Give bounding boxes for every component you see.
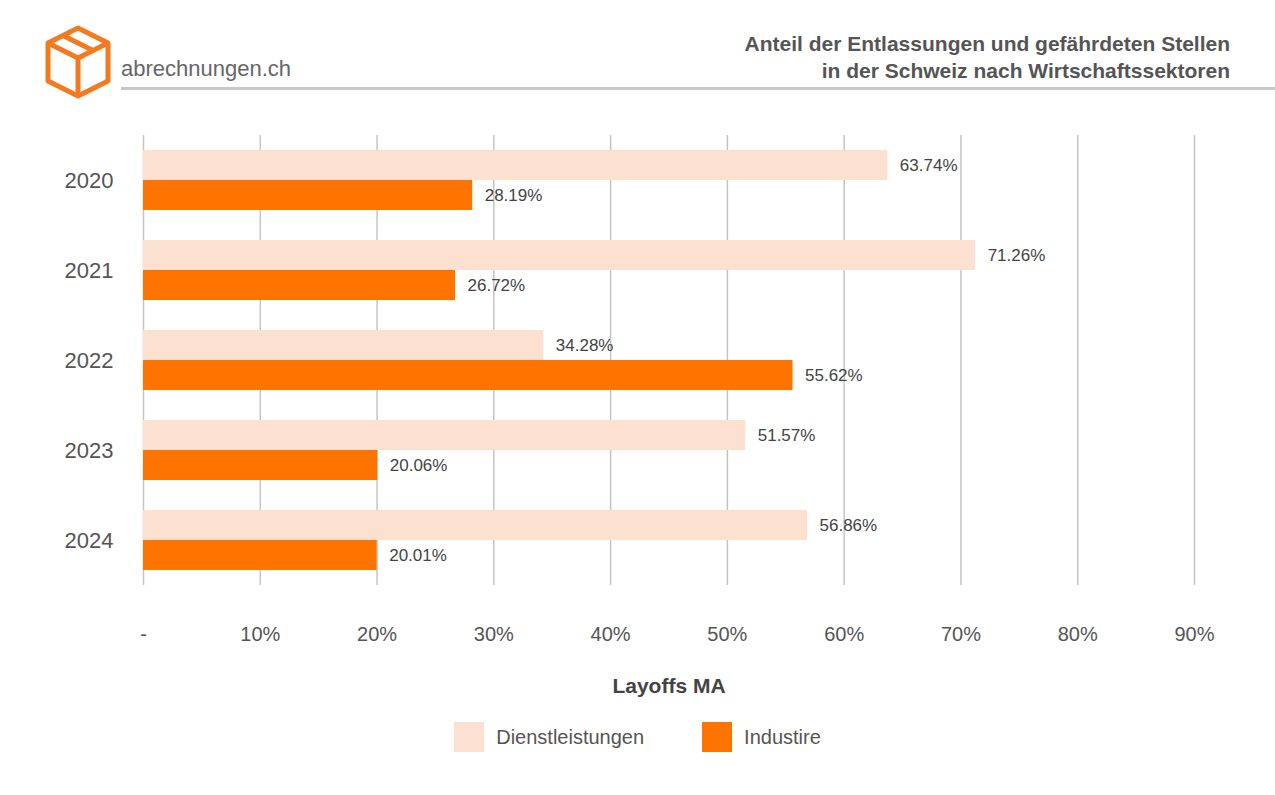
svg-text:-: - — [140, 623, 147, 645]
svg-text:2020: 2020 — [65, 168, 114, 193]
svg-text:80%: 80% — [1058, 623, 1098, 645]
svg-text:56.86%: 56.86% — [819, 516, 877, 535]
svg-text:90%: 90% — [1174, 623, 1214, 645]
svg-text:10%: 10% — [240, 623, 280, 645]
svg-text:40%: 40% — [591, 623, 631, 645]
svg-text:50%: 50% — [707, 623, 747, 645]
svg-text:71.26%: 71.26% — [988, 246, 1046, 265]
html-text:Anteil der Entlassungen und ge: Anteil der Entlassungen und gefährdeten … — [744, 32, 1230, 82]
svg-text:51.57%: 51.57% — [758, 426, 816, 445]
svg-text:Layoffs MA: Layoffs MA — [612, 674, 725, 697]
svg-text:30%: 30% — [474, 623, 514, 645]
svg-text:20.01%: 20.01% — [389, 546, 447, 565]
svg-text:60%: 60% — [824, 623, 864, 645]
svg-text:55.62%: 55.62% — [805, 366, 863, 385]
html-text:abrechnungen.ch: abrechnungen.ch — [121, 56, 291, 81]
svg-text:2023: 2023 — [65, 438, 114, 463]
svg-text:63.74%: 63.74% — [900, 156, 958, 175]
svg-text:2024: 2024 — [65, 528, 114, 553]
svg-text:34.28%: 34.28% — [556, 336, 614, 355]
svg-text:2021: 2021 — [65, 258, 114, 283]
html-text:Industire: Industire — [744, 725, 821, 748]
svg-text:70%: 70% — [941, 623, 981, 645]
html-text:Dienstleistungen: Dienstleistungen — [496, 725, 645, 748]
svg-text:28.19%: 28.19% — [485, 186, 543, 205]
svg-text:2022: 2022 — [65, 348, 114, 373]
svg-text:20%: 20% — [357, 623, 397, 645]
svg-text:20.06%: 20.06% — [390, 456, 448, 475]
svg-text:26.72%: 26.72% — [468, 276, 526, 295]
